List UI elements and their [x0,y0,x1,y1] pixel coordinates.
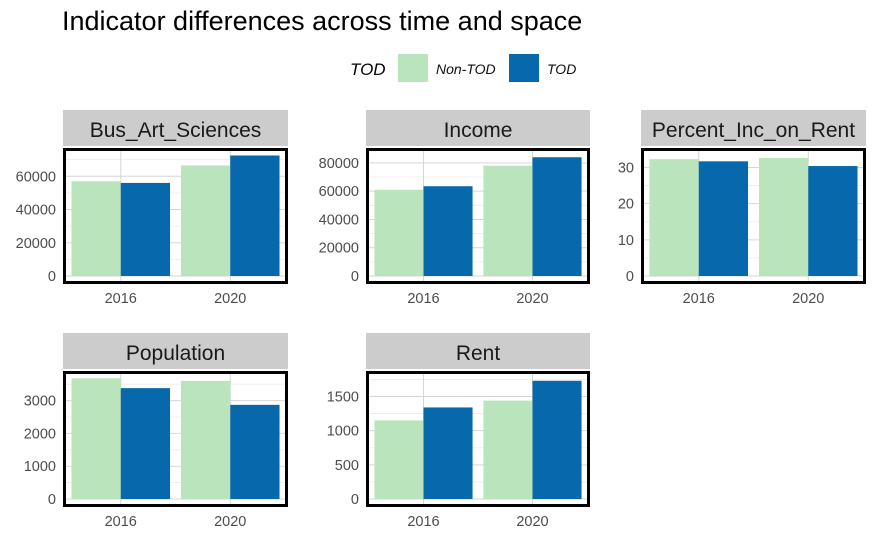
legend-swatch-tod [509,54,539,82]
bar-tod-2016 [423,407,473,499]
chart-title: Indicator differences across time and sp… [62,6,582,36]
bar-non-tod-2020 [758,158,809,276]
y-tick-label: 1000 [327,424,359,440]
x-tick-label: 2016 [407,291,439,307]
bar-non-tod-2020 [483,165,533,276]
facet-income: Income 2016 2020 0 20000 40000 60000 80000 [319,110,590,307]
y-tick-label: 80000 [319,156,359,172]
bar-non-tod-2020 [180,380,231,499]
y-tick-label: 40000 [16,203,56,219]
y-tick-label: 40000 [319,212,359,228]
facet-rent: Rent 2016 2020 0 500 1000 1500 [327,333,590,530]
y-tick-label: 20000 [319,241,359,257]
facet-population: Population 2016 2020 0 1000 2000 3000 [24,333,288,530]
x-tick-label: 2020 [516,514,548,530]
bar-tod-2016 [423,186,473,276]
x-tick-label: 2016 [105,514,137,530]
panel-border [641,148,866,284]
panel-border [63,371,288,507]
y-tick-label: 0 [626,269,634,285]
bar-non-tod-2020 [483,400,533,499]
y-tick-label: 0 [48,492,56,508]
bar-non-tod-2016 [374,420,424,499]
bar-non-tod-2016 [374,189,424,276]
facet-strip-label: Bus_Art_Sciences [90,119,262,142]
y-tick-label: 0 [351,492,359,508]
legend: TOD Non-TOD TOD [350,54,576,82]
facet-percent-inc-on-rent: Percent_Inc_on_Rent 2016 2020 0 10 20 30 [618,110,866,307]
bar-non-tod-2016 [71,181,121,276]
bar-tod-2020 [532,157,582,276]
legend-label-non-tod: Non-TOD [436,61,496,77]
x-tick-label: 2016 [407,514,439,530]
y-tick-label: 20 [618,197,634,213]
bar-tod-2020 [532,380,582,499]
legend-swatch-non-tod [398,54,428,82]
y-tick-label: 1500 [327,390,359,406]
facet-strip-label: Population [126,342,225,365]
legend-title: TOD [350,60,386,79]
facet-strip [641,110,866,146]
facet-strip [63,333,288,369]
panel-border [366,148,590,284]
bar-non-tod-2020 [180,165,231,276]
panel-border [366,371,590,507]
legend-label-tod: TOD [547,61,576,77]
bar-tod-2020 [230,404,280,499]
y-tick-label: 30 [618,160,634,176]
facet-strip [366,333,590,369]
x-tick-label: 2020 [214,291,246,307]
x-tick-label: 2020 [792,291,824,307]
y-tick-label: 0 [48,269,56,285]
x-tick-label: 2016 [105,291,137,307]
bar-tod-2020 [808,166,858,276]
panel-border [63,148,288,284]
y-tick-label: 0 [351,269,359,285]
facet-strip [366,110,590,146]
bar-tod-2016 [120,388,171,499]
y-tick-label: 60000 [16,169,56,185]
facet-strip-label: Income [444,119,513,142]
facet-strip-label: Percent_Inc_on_Rent [652,119,855,142]
bar-tod-2016 [698,161,749,276]
x-tick-label: 2020 [516,291,548,307]
facet-strip [63,110,288,146]
x-tick-label: 2020 [214,514,246,530]
y-tick-label: 60000 [319,184,359,200]
y-tick-label: 2000 [24,426,56,442]
y-tick-label: 20000 [16,236,56,252]
facet-strip-label: Rent [456,342,501,365]
bar-non-tod-2016 [71,378,121,499]
bar-non-tod-2016 [649,159,699,276]
y-tick-label: 500 [335,458,359,474]
y-tick-label: 1000 [24,459,56,475]
facet-bus-art-sciences: Bus_Art_Sciences 2016 2020 0 20000 40000 60000 [16,110,288,307]
y-tick-label: 3000 [24,394,56,410]
x-tick-label: 2016 [683,291,715,307]
y-tick-label: 10 [618,233,634,249]
bar-tod-2016 [120,182,171,276]
bar-tod-2020 [230,155,280,276]
